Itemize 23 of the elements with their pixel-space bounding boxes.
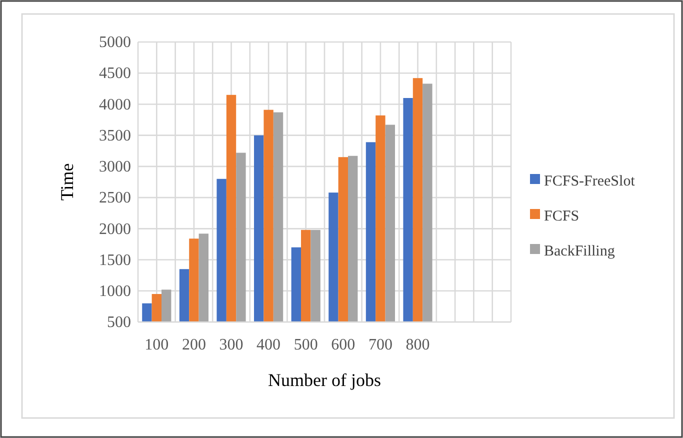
y-tick-label: 5000 [99,34,131,52]
y-tick-label: 1500 [99,252,131,269]
x-tick-label: 600 [331,336,356,354]
y-tick-label: 3000 [99,158,131,176]
y-tick-label: 500 [107,314,131,332]
y-tick-label: 4500 [99,65,131,82]
y-axis-title: Time [57,163,77,201]
legend-label: BackFilling [544,243,616,260]
x-tick-label: 100 [144,336,169,354]
x-tick-label: 700 [368,336,392,354]
y-tick-label: 1000 [99,283,131,300]
x-tick-label: 300 [219,336,244,354]
x-tick-label: 800 [406,336,430,354]
x-tick-label: 400 [256,336,281,354]
y-tick-label: 2000 [99,220,131,238]
y-tick-label: 2500 [99,190,131,207]
x-axis-title: Number of jobs [268,370,381,390]
x-tick-label: 200 [182,336,206,354]
y-tick-label: 3500 [99,127,131,144]
y-tick-label: 4000 [99,96,131,114]
x-tick-label: 500 [294,336,318,354]
legend-label: FCFS [544,208,580,224]
legend-label: FCFS-FreeSlot [544,173,636,190]
